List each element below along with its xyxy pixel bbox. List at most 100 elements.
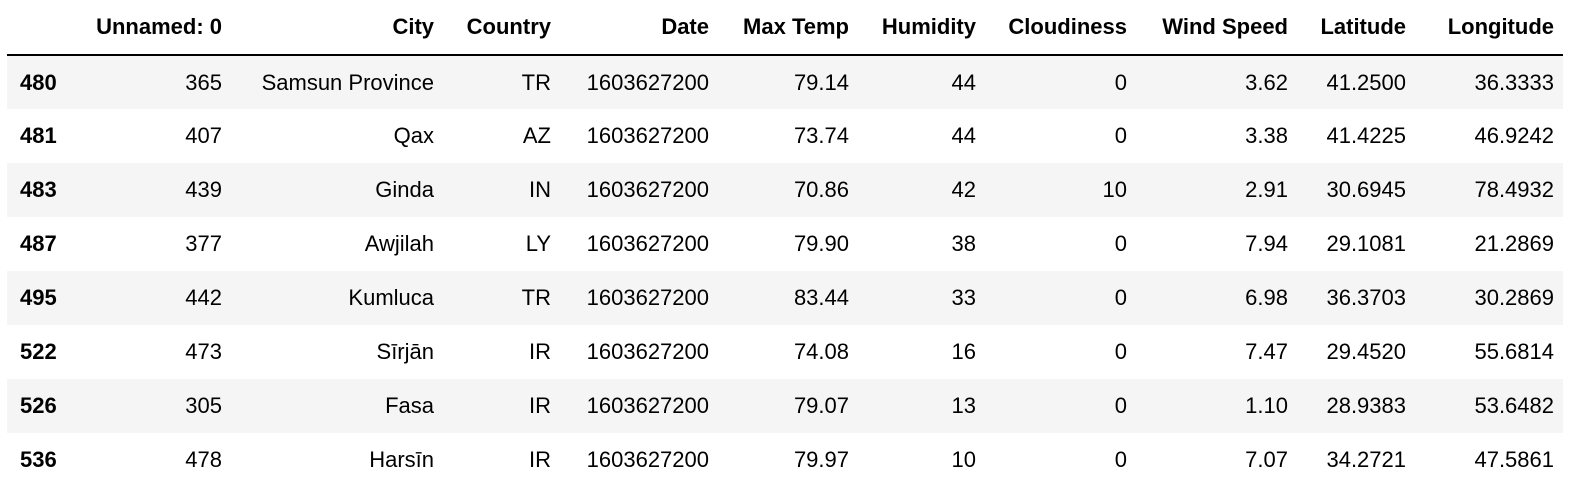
cell-humidity: 38 xyxy=(951,231,976,256)
cell-humidity: 13 xyxy=(951,393,976,418)
cell-humidity: 10 xyxy=(951,447,976,472)
cell-latitude: 30.6945 xyxy=(1326,177,1406,202)
cell-city: Sīrjān xyxy=(376,339,434,364)
cell-humidity: 44 xyxy=(951,69,976,95)
cell-date: 1603627200 xyxy=(586,285,709,310)
cell-date: 1603627200 xyxy=(586,231,709,256)
cell-longitude: 46.9242 xyxy=(1474,123,1554,148)
cell-max-temp: 70.86 xyxy=(793,177,849,202)
cell-cloudiness: 0 xyxy=(1114,447,1127,472)
cell-longitude: 30.2869 xyxy=(1474,285,1554,310)
cell-max-temp: 79.97 xyxy=(793,447,849,472)
cell-city: Samsun Province xyxy=(261,69,434,95)
cell-date: 1603627200 xyxy=(586,177,709,202)
cell-country: LY xyxy=(525,231,551,256)
header-cloudiness: Cloudiness xyxy=(985,0,1136,56)
cell-wind-speed: 7.47 xyxy=(1245,339,1288,364)
cell-longitude: 78.4932 xyxy=(1474,177,1554,202)
cell-country: IN xyxy=(529,177,551,202)
row-index: 536 xyxy=(20,447,57,472)
row-index: 481 xyxy=(20,123,57,148)
cell-unnamed-0: 478 xyxy=(185,447,222,472)
cell-humidity: 44 xyxy=(951,123,976,148)
cell-date: 1603627200 xyxy=(586,69,709,95)
cell-wind-speed: 3.38 xyxy=(1245,123,1288,148)
cell-date: 1603627200 xyxy=(586,447,709,472)
table-row: 483 439 Ginda IN 1603627200 70.86 42 10 2.91 30.6… xyxy=(7,163,1563,217)
row-index: 487 xyxy=(20,231,57,256)
cell-country: IR xyxy=(529,393,551,418)
cell-cloudiness: 0 xyxy=(1114,69,1127,95)
header-unnamed-0: Unnamed: 0 xyxy=(74,0,231,56)
table-row: 536 478 Harsīn IR 1603627200 79.97 10 0 7.07 34.2… xyxy=(7,433,1563,487)
cell-max-temp: 73.74 xyxy=(793,123,849,148)
table-row: 495 442 Kumluca TR 1603627200 83.44 33 0 6.98 36.… xyxy=(7,271,1563,325)
header-latitude: Latitude xyxy=(1297,0,1415,56)
header-country: Country xyxy=(443,0,560,56)
row-index: 495 xyxy=(20,285,57,310)
cell-latitude: 29.1081 xyxy=(1326,231,1406,256)
row-index: 480 xyxy=(20,69,57,95)
table-row: 522 473 Sīrjān IR 1603627200 74.08 16 0 7.47 29.4… xyxy=(7,325,1563,379)
header-longitude: Longitude xyxy=(1415,0,1563,56)
cell-max-temp: 79.14 xyxy=(793,69,849,95)
cell-unnamed-0: 365 xyxy=(185,69,222,95)
cell-country: AZ xyxy=(522,123,551,148)
table-row: 526 305 Fasa IR 1603627200 79.07 13 0 1.10 28.938… xyxy=(7,379,1563,433)
table-row: 480 365 Samsun Province TR 1603627200 79.14 44… xyxy=(7,55,1563,109)
cell-latitude: 41.2500 xyxy=(1326,69,1406,95)
cell-cloudiness: 0 xyxy=(1114,339,1127,364)
cell-city: Fasa xyxy=(385,393,434,418)
cell-latitude: 41.4225 xyxy=(1326,123,1406,148)
table-body: 480 365 Samsun Province TR 1603627200 79.14 44… xyxy=(7,55,1563,487)
cell-latitude: 28.9383 xyxy=(1326,393,1406,418)
cell-wind-speed: 7.07 xyxy=(1245,447,1288,472)
table-row: 487 377 Awjilah LY 1603627200 79.90 38 0 7.94 29.… xyxy=(7,217,1563,271)
row-index: 522 xyxy=(20,339,57,364)
cell-unnamed-0: 305 xyxy=(185,393,222,418)
cell-cloudiness: 0 xyxy=(1114,393,1127,418)
cell-wind-speed: 1.10 xyxy=(1245,393,1288,418)
cell-latitude: 36.3703 xyxy=(1326,285,1406,310)
header-index xyxy=(7,0,74,56)
cell-wind-speed: 3.62 xyxy=(1245,69,1288,95)
cell-wind-speed: 7.94 xyxy=(1245,231,1288,256)
cell-date: 1603627200 xyxy=(586,123,709,148)
cell-unnamed-0: 439 xyxy=(185,177,222,202)
cell-longitude: 36.3333 xyxy=(1474,69,1554,95)
cell-cloudiness: 0 xyxy=(1114,123,1127,148)
cell-max-temp: 74.08 xyxy=(793,339,849,364)
row-index: 483 xyxy=(20,177,57,202)
cell-wind-speed: 2.91 xyxy=(1245,177,1288,202)
cell-longitude: 55.6814 xyxy=(1474,339,1554,364)
header-wind-speed: Wind Speed xyxy=(1136,0,1297,56)
cell-city: Awjilah xyxy=(364,231,434,256)
header-humidity: Humidity xyxy=(858,0,985,56)
cell-cloudiness: 0 xyxy=(1114,285,1127,310)
cell-unnamed-0: 377 xyxy=(185,231,222,256)
cell-city: Kumluca xyxy=(348,285,434,310)
cell-longitude: 53.6482 xyxy=(1474,393,1554,418)
cell-humidity: 16 xyxy=(951,339,976,364)
cell-longitude: 47.5861 xyxy=(1474,447,1554,472)
header-max-temp: Max Temp xyxy=(718,0,858,56)
cell-wind-speed: 6.98 xyxy=(1245,285,1288,310)
cell-date: 1603627200 xyxy=(586,393,709,418)
cell-latitude: 29.4520 xyxy=(1326,339,1406,364)
cell-city: Harsīn xyxy=(369,447,434,472)
cell-country: IR xyxy=(529,339,551,364)
cell-cloudiness: 10 xyxy=(1102,177,1127,202)
cell-unnamed-0: 473 xyxy=(185,339,222,364)
row-index: 526 xyxy=(20,393,57,418)
cell-city: Ginda xyxy=(375,177,434,202)
cell-country: TR xyxy=(521,69,551,95)
cell-date: 1603627200 xyxy=(586,339,709,364)
dataframe-table: Unnamed: 0 City Country Date Max Temp Hu… xyxy=(7,0,1563,487)
cell-unnamed-0: 407 xyxy=(185,123,222,148)
header-date: Date xyxy=(560,0,718,56)
cell-humidity: 33 xyxy=(951,285,976,310)
table-row: 481 407 Qax AZ 1603627200 73.74 44 0 3.38 41.4225… xyxy=(7,109,1563,163)
cell-max-temp: 79.07 xyxy=(793,393,849,418)
cell-country: IR xyxy=(529,447,551,472)
cell-max-temp: 79.90 xyxy=(793,231,849,256)
